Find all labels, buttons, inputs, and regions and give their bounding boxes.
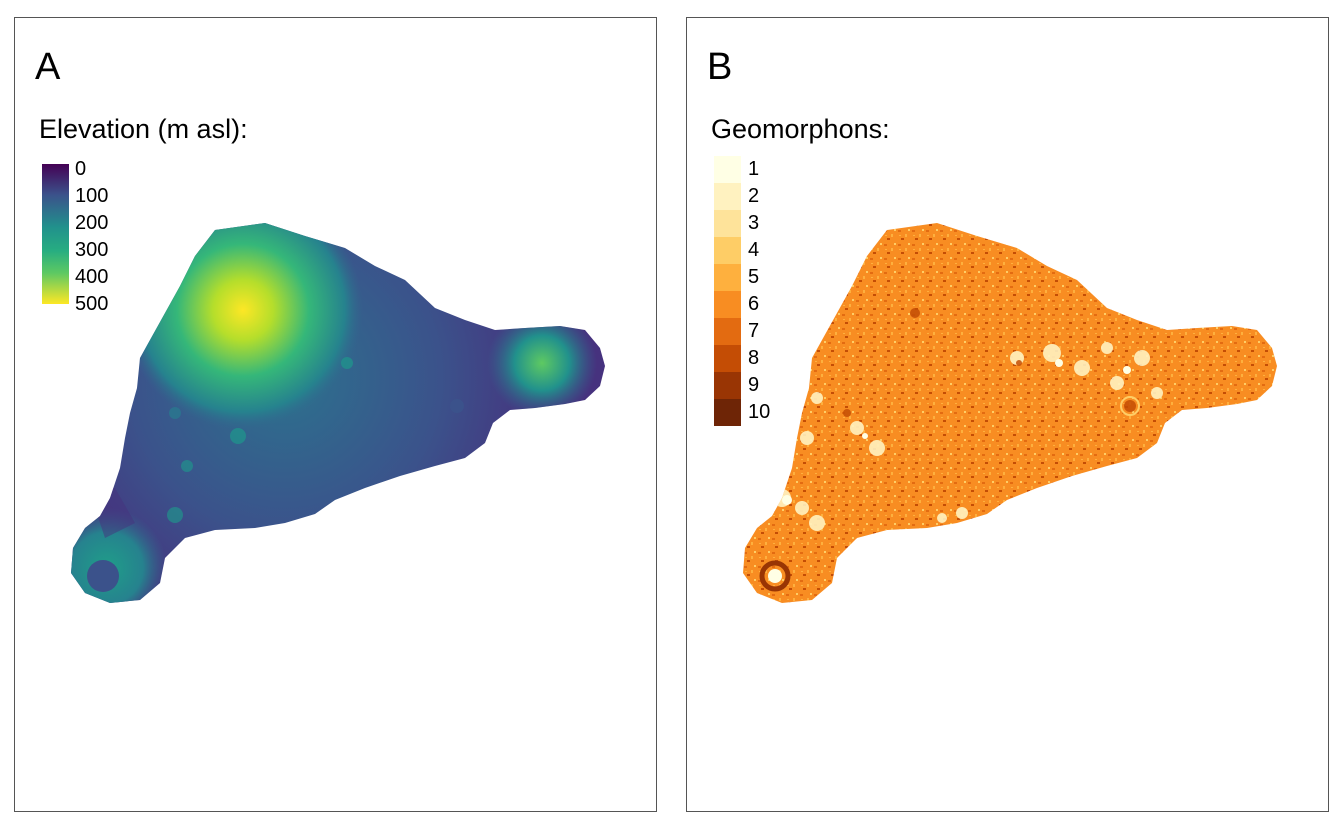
geomorphons-legend: 1 2 3 4 5 6 7 8 9 10 [714,156,804,426]
geomorphons-map-panel: B Geomorphons: 1 2 3 4 5 6 7 8 9 10 [686,17,1329,812]
legend-swatch [714,183,741,210]
legend-swatch [714,318,741,345]
legend-label: 3 [748,212,760,234]
legend-label: 5 [748,266,760,288]
geomorphons-legend-item: 5 [714,264,804,291]
legend-swatch [714,345,741,372]
legend-swatch [714,210,741,237]
panel-letter-b: B [707,46,733,88]
legend-label: 7 [748,320,760,342]
elevation-tick-label: 200 [75,212,109,234]
geomorphons-legend-title: Geomorphons: [711,114,890,144]
legend-label: 4 [748,239,760,261]
geomorphons-map [743,223,1277,603]
elevation-tick-label: 500 [75,293,109,315]
legend-label: 2 [748,185,760,207]
elevation-tick-label: 100 [75,185,109,207]
elevation-map-panel: A Elevation (m asl): 0 100 200 300 400 5… [14,17,657,812]
geomorphons-legend-item: 3 [714,210,804,237]
panel-letter-a: A [35,46,61,88]
elevation-legend-title: Elevation (m asl): [39,114,248,144]
elevation-tick-label: 0 [75,158,87,180]
legend-swatch [714,237,741,264]
legend-label: 10 [748,401,771,423]
elevation-map [71,223,605,603]
legend-label: 6 [748,293,760,315]
legend-swatch [714,291,741,318]
legend-swatch [714,399,741,426]
legend-label: 9 [748,374,760,396]
elevation-tick-label: 300 [75,239,109,261]
legend-label: 8 [748,347,760,369]
elevation-tick-label: 400 [75,266,109,288]
elevation-colorbar [42,164,69,304]
geomorphons-legend-item: 2 [714,183,804,210]
legend-swatch [714,156,741,183]
legend-swatch [714,372,741,399]
legend-swatch [714,264,741,291]
geomorphons-legend-item: 6 [714,291,804,318]
geomorphons-legend-item: 10 [714,399,804,426]
geomorphons-legend-item: 7 [714,318,804,345]
geomorphons-legend-item: 4 [714,237,804,264]
geomorphons-legend-item: 1 [714,156,804,183]
legend-label: 1 [748,158,760,180]
geomorphons-legend-item: 9 [714,372,804,399]
geomorphons-legend-item: 8 [714,345,804,372]
